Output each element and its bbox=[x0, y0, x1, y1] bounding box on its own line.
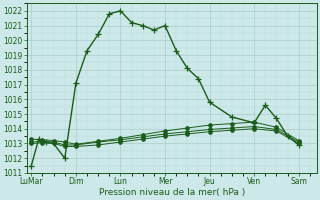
X-axis label: Pression niveau de la mer( hPa ): Pression niveau de la mer( hPa ) bbox=[99, 188, 245, 197]
